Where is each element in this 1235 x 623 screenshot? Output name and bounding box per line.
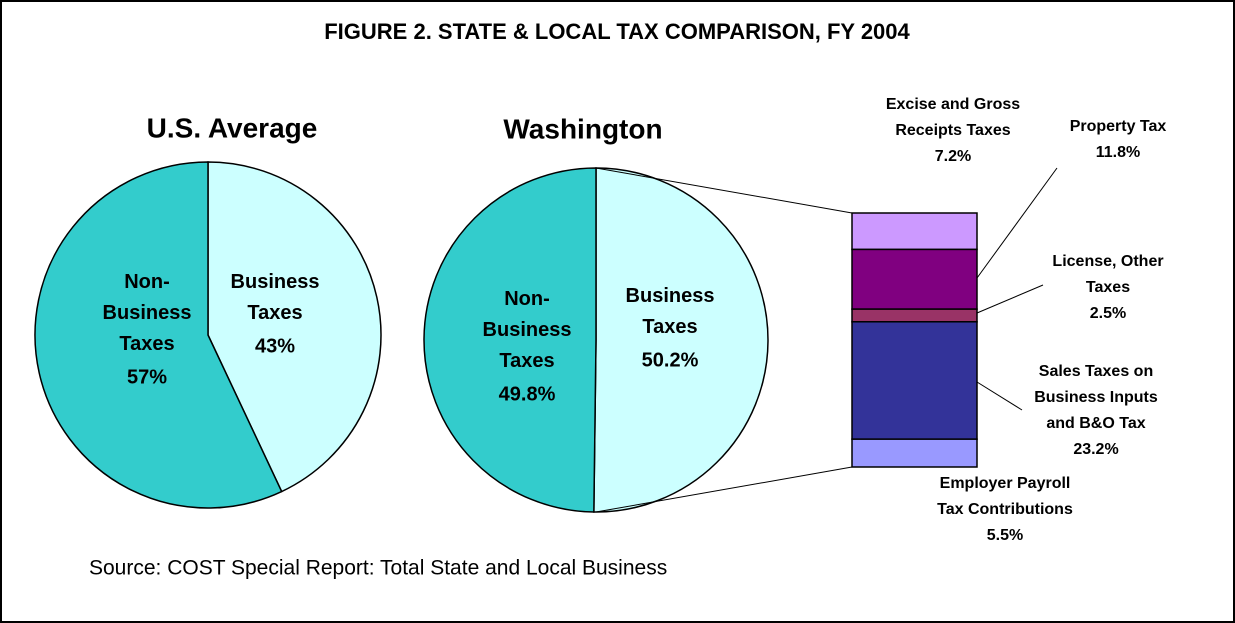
- bar-segment: [851, 212, 978, 251]
- value-label: 2.5%: [1090, 305, 1126, 322]
- segment-label: Sales Taxes on Business Inputs and B&O Tax: [1034, 363, 1158, 432]
- bar-segment: [851, 308, 978, 323]
- segment-label: License, Other Taxes: [1052, 253, 1163, 296]
- pie-slice: [34, 161, 283, 509]
- value-label: 7.2%: [935, 148, 971, 165]
- bar-segment: [851, 248, 978, 310]
- figure-title: FIGURE 2. STATE & LOCAL TAX COMPARISON, …: [324, 19, 910, 44]
- source-note: Source: COST Special Report: Total State…: [89, 557, 667, 580]
- pie-slice: [593, 167, 769, 513]
- segment-label: Property Tax: [1070, 118, 1167, 135]
- bar-segment: [851, 438, 978, 468]
- leader-line: [976, 167, 1058, 279]
- slice-label: Business Taxes: [231, 271, 320, 324]
- value-label: 11.8%: [1096, 144, 1140, 161]
- value-label: 43%: [255, 335, 295, 357]
- pie-slice: [423, 167, 597, 513]
- leader-line: [976, 284, 1044, 314]
- slice-label: Non-Business Taxes: [483, 288, 572, 372]
- slice-label: Non-Business Taxes: [103, 271, 192, 355]
- segment-label: Employer Payroll Tax Contributions: [937, 475, 1073, 518]
- pie-title: Washington: [503, 113, 662, 144]
- connector: [595, 466, 853, 513]
- pie-slice: [207, 161, 382, 493]
- bar-segment: [851, 321, 978, 440]
- segment-label: Excise and Gross Receipts Taxes: [886, 96, 1020, 139]
- value-label: 5.5%: [987, 527, 1023, 544]
- value-label: 50.2%: [642, 349, 699, 371]
- value-label: 49.8%: [499, 383, 556, 405]
- value-label: 23.2%: [1073, 441, 1118, 458]
- slice-label: Business Taxes: [626, 285, 715, 338]
- value-label: 57%: [127, 366, 167, 388]
- pie-title: U.S. Average: [147, 112, 318, 143]
- leader-line: [976, 381, 1023, 411]
- connector: [595, 167, 853, 214]
